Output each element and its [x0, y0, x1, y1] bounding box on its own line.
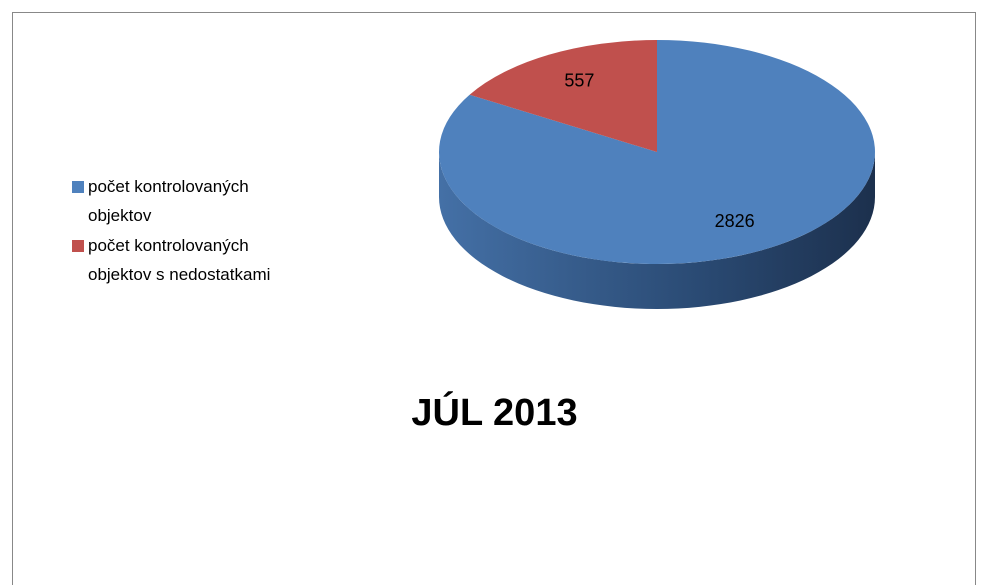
data-label: 2826 — [715, 211, 755, 231]
legend-label: počet kontrolovaných objektov s nedostat… — [88, 236, 271, 284]
chart-title: JÚL 2013 — [411, 392, 578, 434]
legend-item: počet kontrolovaných objektov s nedostat… — [72, 231, 308, 289]
chart-frame — [12, 12, 976, 585]
pie-slice — [469, 40, 657, 152]
legend-item: počet kontrolovaných objektov — [72, 172, 308, 230]
legend-swatch — [72, 240, 84, 252]
legend-label: počet kontrolovaných objektov — [88, 177, 249, 225]
pie-side — [439, 152, 875, 309]
data-label: 557 — [564, 71, 594, 91]
legend-swatch — [72, 181, 84, 193]
pie-slice — [438, 40, 875, 265]
